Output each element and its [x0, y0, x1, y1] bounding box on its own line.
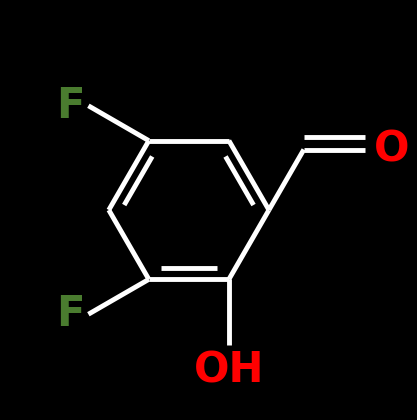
Text: F: F — [56, 293, 84, 335]
Text: F: F — [56, 85, 84, 127]
Text: OH: OH — [193, 349, 264, 391]
Text: O: O — [374, 129, 409, 171]
